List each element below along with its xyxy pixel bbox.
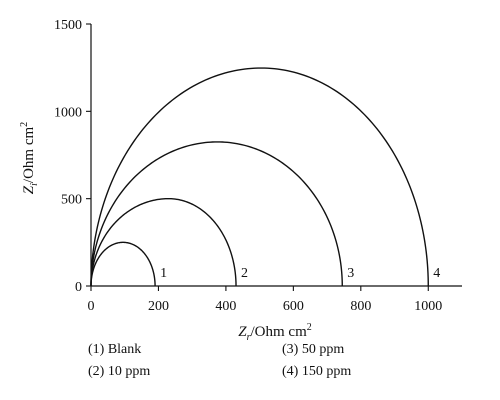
legend-item-3: (3) 50 ppm <box>282 342 345 357</box>
y-tick-label-2: 1000 <box>54 105 82 120</box>
x-tick-label-2: 400 <box>215 299 236 314</box>
x-tick-label-3: 600 <box>283 299 304 314</box>
legend-item-4: (4) 150 ppm <box>282 364 352 379</box>
x-tick-label-4: 800 <box>350 299 371 314</box>
series-curve-1 <box>90 241 156 287</box>
curve-labels: 1 2 3 4 <box>160 266 440 281</box>
series-curve-3 <box>90 141 343 287</box>
x-tick-label-0: 0 <box>88 299 95 314</box>
curve-label-2: 2 <box>241 266 248 281</box>
curves <box>90 67 429 287</box>
curve-label-3: 3 <box>347 266 354 281</box>
legend-item-2: (2) 10 ppm <box>88 364 151 379</box>
series-curve-4 <box>90 67 429 287</box>
ticks: 0 200 400 600 800 1000 0 500 1000 1500 <box>54 18 442 314</box>
x-axis-label: Zr/Ohm cm2 <box>238 322 312 343</box>
y-tick-label-0: 0 <box>75 280 82 295</box>
series-curve-2 <box>90 197 237 287</box>
curve-label-4: 4 <box>433 266 440 281</box>
x-tick-label-5: 1000 <box>414 299 442 314</box>
legend: (1) Blank (2) 10 ppm (3) 50 ppm (4) 150 … <box>88 342 388 388</box>
y-tick-label-1: 500 <box>61 193 82 208</box>
x-tick-label-1: 200 <box>148 299 169 314</box>
y-axis-label: Zi/Ohm cm2 <box>19 122 40 194</box>
y-tick-label-3: 1500 <box>54 18 82 33</box>
curve-label-1: 1 <box>160 266 167 281</box>
axes <box>90 24 462 287</box>
legend-item-1: (1) Blank <box>88 342 142 357</box>
